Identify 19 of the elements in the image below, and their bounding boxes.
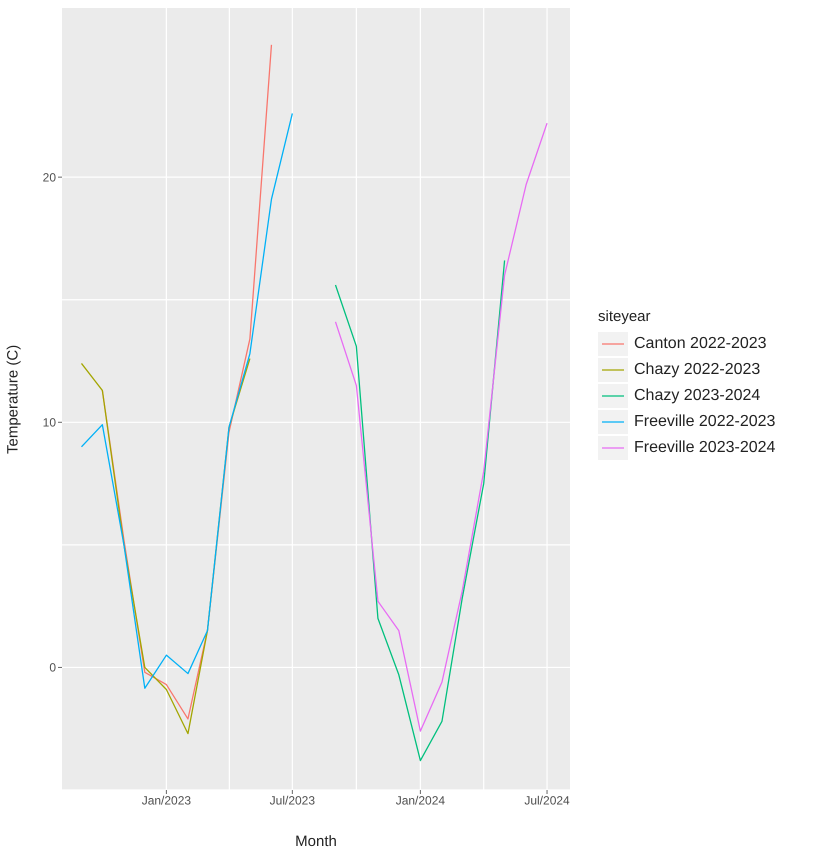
legend-label: Freeville 2022-2023 xyxy=(634,413,776,431)
line-series xyxy=(334,260,506,762)
x-tick-label: Jul/2024 xyxy=(524,794,570,808)
x-tick-label: Jan/2024 xyxy=(396,794,446,808)
y-tick-label: 10 xyxy=(42,416,56,430)
x-tick-label: Jul/2023 xyxy=(270,794,316,808)
y-axis-title: Temperature (C) xyxy=(4,344,22,454)
legend-label: Chazy 2023-2024 xyxy=(634,387,760,405)
legend-label: Canton 2022-2023 xyxy=(634,335,767,353)
y-tick-label: 20 xyxy=(42,170,56,184)
y-tick-label: 0 xyxy=(49,660,56,675)
legend-label: Chazy 2022-2023 xyxy=(634,361,760,379)
x-tick-label: Jan/2023 xyxy=(142,794,192,808)
line-series xyxy=(102,44,272,720)
legend-title: siteyear xyxy=(598,308,652,325)
line-series xyxy=(80,112,293,689)
legend-label: Freeville 2023-2024 xyxy=(634,439,776,457)
line-series xyxy=(334,122,548,732)
x-axis-title: Month xyxy=(295,833,337,848)
